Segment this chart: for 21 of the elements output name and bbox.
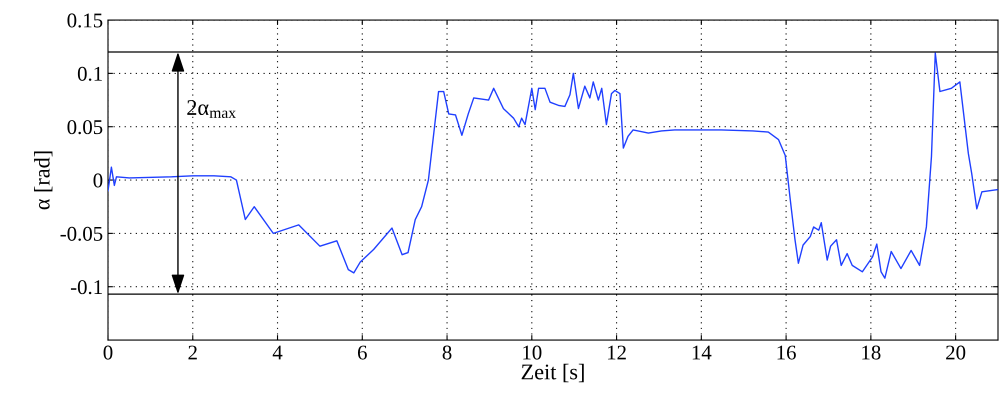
y-axis-title: α [rad] bbox=[34, 152, 52, 210]
y-tick-label: 0.05 bbox=[67, 120, 102, 134]
line-series bbox=[108, 52, 998, 279]
x-tick-label: 18 bbox=[862, 346, 880, 360]
x-tick-label: 2 bbox=[188, 346, 197, 360]
y-tick-label: -0.05 bbox=[60, 226, 102, 241]
x-tick-label: 8 bbox=[442, 346, 452, 360]
y-tick-label: 0.15 bbox=[67, 13, 102, 28]
x-tick-label: 6 bbox=[358, 346, 367, 360]
x-tick-label: 4 bbox=[272, 346, 282, 360]
y-tick-label: -0.1 bbox=[70, 280, 102, 294]
y-tick-label: 0.1 bbox=[78, 66, 102, 81]
y-tick-label: 0 bbox=[94, 173, 102, 188]
annotation: 2α$_{max}$ bbox=[187, 100, 236, 118]
x-tick-label: 12 bbox=[608, 346, 626, 360]
x-tick-label: 20 bbox=[946, 346, 966, 360]
x-tick-label: 16 bbox=[778, 346, 796, 360]
x-tick-label: 10 bbox=[523, 346, 542, 360]
x-tick-label: 14 bbox=[692, 346, 712, 360]
x-axis-title: Zeit [s] bbox=[522, 364, 584, 382]
x-tick-label: 0 bbox=[104, 346, 112, 360]
